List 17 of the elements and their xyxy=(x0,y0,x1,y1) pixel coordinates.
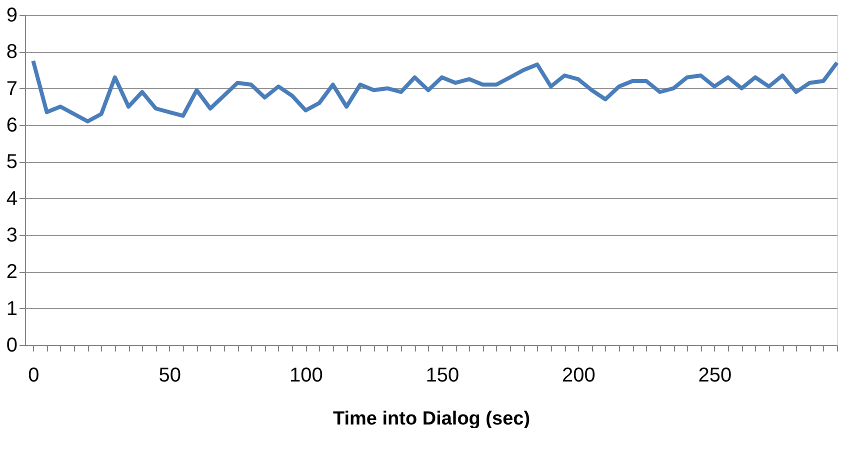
x-tick-label: 0 xyxy=(28,364,40,386)
y-tick-label: 1 xyxy=(6,298,18,320)
y-tick-label: 6 xyxy=(6,114,18,136)
y-tick-label: 9 xyxy=(6,4,18,26)
y-tick-label: 0 xyxy=(6,334,18,356)
y-tick-label: 4 xyxy=(6,188,18,210)
x-tick-label: 150 xyxy=(426,364,460,386)
y-tick-label: 7 xyxy=(6,78,18,100)
x-tick-label: 50 xyxy=(158,364,182,386)
line-series xyxy=(31,58,839,124)
y-tick-label: 5 xyxy=(6,151,18,174)
y-tick-label: 2 xyxy=(6,261,18,284)
x-tick-label: 200 xyxy=(562,364,596,386)
x-tick-label: 100 xyxy=(289,364,323,386)
y-tick-label: 3 xyxy=(6,224,18,246)
y-tick-label: 8 xyxy=(6,41,18,64)
x-tick-label: 250 xyxy=(698,364,732,386)
